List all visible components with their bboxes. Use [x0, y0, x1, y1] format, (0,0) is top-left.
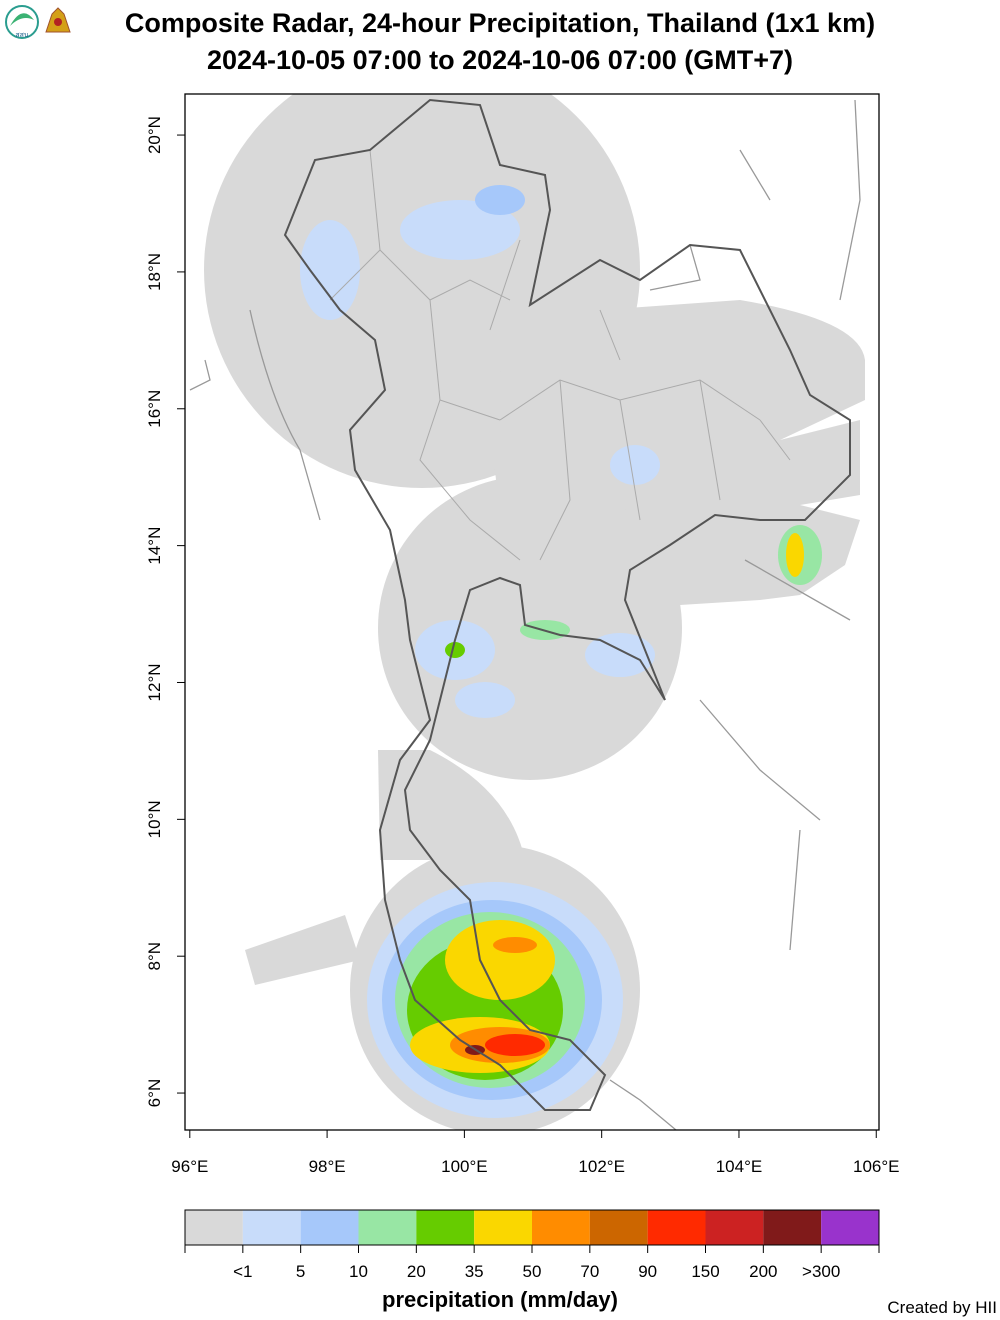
- legend-label: 90: [638, 1262, 657, 1281]
- y-tick-label: 8°N: [145, 942, 164, 971]
- credit: Created by HII: [887, 1298, 997, 1317]
- legend-label: 150: [691, 1262, 719, 1281]
- legend-swatch: [821, 1210, 879, 1245]
- legend-swatch: [300, 1210, 359, 1245]
- map-area: [189, 94, 865, 1130]
- map-frame: [184, 93, 880, 1131]
- legend-swatch: [474, 1210, 532, 1245]
- logo: สสน: [5, 5, 71, 39]
- y-tick-label: 6°N: [145, 1079, 164, 1108]
- legend-swatch: [705, 1210, 764, 1245]
- legend-label: 10: [349, 1262, 368, 1281]
- legend-swatch: [647, 1210, 706, 1245]
- y-tick-label: 20°N: [145, 116, 164, 154]
- legend-label: >300: [802, 1262, 840, 1281]
- y-tick-label: 14°N: [145, 527, 164, 565]
- subtitle: 2024-10-05 07:00 to 2024-10-06 07:00 (GM…: [207, 45, 793, 75]
- logo-text: สสน: [15, 32, 29, 39]
- legend-label: 35: [465, 1262, 484, 1281]
- x-tick-label: 104°E: [716, 1157, 763, 1176]
- y-tick-label: 16°N: [145, 390, 164, 428]
- legend-swatch: [532, 1210, 590, 1245]
- legend-swatch: [416, 1210, 475, 1245]
- legend-swatch: [242, 1210, 301, 1245]
- x-tick-label: 98°E: [309, 1157, 346, 1176]
- y-tick-label: 10°N: [145, 800, 164, 838]
- legend-label: 200: [749, 1262, 777, 1281]
- legend-swatch: [185, 1210, 243, 1245]
- legend-label: 20: [407, 1262, 426, 1281]
- y-tick-label: 12°N: [145, 663, 164, 701]
- legend-label: <1: [233, 1262, 252, 1281]
- precipitation-field: [300, 185, 822, 1118]
- x-tick-label: 102°E: [578, 1157, 625, 1176]
- x-tick-label: 106°E: [853, 1157, 900, 1176]
- legend-swatch: [763, 1210, 822, 1245]
- title: Composite Radar, 24-hour Precipitation, …: [125, 8, 875, 38]
- legend-label: 70: [580, 1262, 599, 1281]
- legend-title: precipitation (mm/day): [382, 1287, 618, 1312]
- x-tick-label: 100°E: [441, 1157, 488, 1176]
- y-tick-label: 18°N: [145, 253, 164, 291]
- legend-label: 5: [296, 1262, 305, 1281]
- legend-swatch: [589, 1210, 648, 1245]
- x-tick-label: 96°E: [171, 1157, 208, 1176]
- legend-label: 50: [523, 1262, 542, 1281]
- legend-swatch: [358, 1210, 417, 1245]
